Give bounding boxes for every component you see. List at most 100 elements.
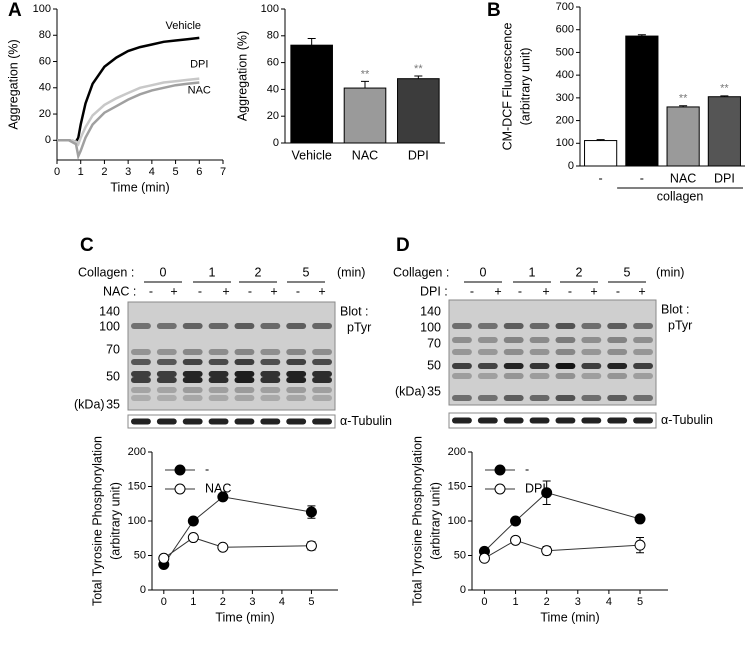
time-label: 0 bbox=[160, 265, 167, 279]
blot-band bbox=[182, 395, 203, 401]
y-axis-label: Total Tyrosine Phosphorylation bbox=[410, 436, 424, 606]
sign: + bbox=[542, 284, 549, 298]
blot-band bbox=[286, 359, 307, 365]
blot-band bbox=[131, 377, 151, 383]
annotation: ** bbox=[361, 68, 370, 80]
blot-band bbox=[581, 337, 602, 343]
error-bar bbox=[414, 75, 423, 79]
blot-band bbox=[286, 371, 307, 377]
series-line bbox=[163, 496, 312, 565]
point bbox=[634, 513, 646, 525]
y-axis-label: (arbitrary unit) bbox=[108, 482, 122, 560]
mw-marker: 35 bbox=[106, 397, 120, 411]
blot-band bbox=[529, 395, 550, 401]
blot-band bbox=[286, 323, 307, 329]
x-tick-label: 4 bbox=[149, 166, 155, 178]
x-tick-label: 3 bbox=[249, 596, 255, 608]
blot-band bbox=[260, 371, 281, 377]
blot-band bbox=[452, 337, 472, 343]
series-label: Vehicle bbox=[166, 20, 201, 32]
blot-band bbox=[156, 359, 177, 365]
blot-band bbox=[234, 359, 255, 365]
blot-band bbox=[452, 323, 472, 329]
tubulin-strip bbox=[127, 414, 336, 429]
blot-band bbox=[156, 371, 177, 377]
blot-band bbox=[503, 363, 524, 369]
sign: - bbox=[568, 284, 572, 298]
x-tick-label: 2 bbox=[101, 166, 107, 178]
tubulin-band bbox=[208, 418, 229, 425]
y-tick-label: 400 bbox=[556, 69, 574, 81]
tubulin-band bbox=[234, 418, 255, 425]
blot-band bbox=[286, 387, 307, 393]
blot-band bbox=[477, 337, 498, 343]
blot-band bbox=[208, 349, 229, 355]
y-tick-label: 60 bbox=[39, 55, 51, 67]
y-tick-label: 20 bbox=[39, 108, 51, 120]
y-tick-label: 200 bbox=[448, 446, 466, 458]
blot-band bbox=[529, 323, 550, 329]
x-tick-label: DPI bbox=[714, 171, 735, 185]
legend-marker bbox=[494, 464, 506, 476]
blot-band bbox=[234, 323, 255, 329]
blot-target: pTyr bbox=[347, 320, 371, 334]
blot-band bbox=[182, 359, 203, 365]
bar bbox=[343, 87, 387, 144]
blot-band bbox=[607, 337, 628, 343]
series-line bbox=[57, 81, 200, 161]
mw-unit: (kDa) bbox=[74, 397, 105, 411]
blot-band bbox=[131, 359, 151, 365]
sign: - bbox=[149, 284, 153, 298]
tubulin-band bbox=[156, 418, 177, 425]
blot-band bbox=[503, 349, 524, 355]
blot-band bbox=[633, 323, 653, 329]
blot-band bbox=[607, 373, 628, 379]
blot-band bbox=[260, 359, 281, 365]
bar bbox=[707, 96, 741, 167]
legend-marker bbox=[174, 483, 186, 495]
y-tick-label: 50 bbox=[454, 549, 466, 561]
blot-band bbox=[607, 395, 628, 401]
blot-target: pTyr bbox=[668, 318, 692, 332]
blot-band bbox=[581, 363, 602, 369]
mw-marker: 70 bbox=[106, 342, 120, 356]
blot-label: Blot : bbox=[661, 302, 690, 316]
x-tick-label: NAC bbox=[352, 148, 378, 162]
blot-band bbox=[477, 373, 498, 379]
tubulin-band bbox=[131, 418, 151, 425]
legend-marker bbox=[174, 464, 186, 476]
x-tick-label: - bbox=[640, 171, 644, 185]
x-tick-label: 2 bbox=[220, 596, 226, 608]
blot-band bbox=[312, 377, 332, 383]
blot-band bbox=[581, 349, 602, 355]
point bbox=[478, 552, 490, 564]
tubulin-band bbox=[555, 417, 576, 424]
loading-label: α-Tubulin bbox=[661, 413, 713, 427]
annotation: ** bbox=[414, 63, 423, 75]
blot-band bbox=[156, 395, 177, 401]
tubulin-band bbox=[260, 418, 281, 425]
point bbox=[187, 515, 199, 527]
mw-marker: 100 bbox=[420, 320, 441, 334]
blot-band bbox=[633, 373, 653, 379]
error-bar bbox=[361, 80, 369, 89]
blot-band bbox=[477, 323, 498, 329]
blot-band bbox=[286, 349, 307, 355]
y-tick-label: 0 bbox=[568, 160, 574, 172]
y-tick-label: 600 bbox=[556, 24, 574, 36]
blot-band bbox=[260, 323, 281, 329]
blot-band bbox=[234, 395, 255, 401]
blot-band bbox=[131, 323, 151, 329]
x-tick-label: Vehicle bbox=[292, 148, 332, 162]
y-axis-label: Aggregation (%) bbox=[235, 31, 249, 121]
point bbox=[541, 487, 553, 499]
tubulin-band bbox=[182, 418, 203, 425]
series-line bbox=[163, 537, 312, 559]
blot-band bbox=[529, 363, 550, 369]
blot-band bbox=[503, 323, 524, 329]
x-tick-label: 2 bbox=[544, 596, 550, 608]
x-tick-label: 0 bbox=[161, 596, 167, 608]
blot-band bbox=[286, 395, 307, 401]
x-tick-label: 5 bbox=[173, 166, 179, 178]
